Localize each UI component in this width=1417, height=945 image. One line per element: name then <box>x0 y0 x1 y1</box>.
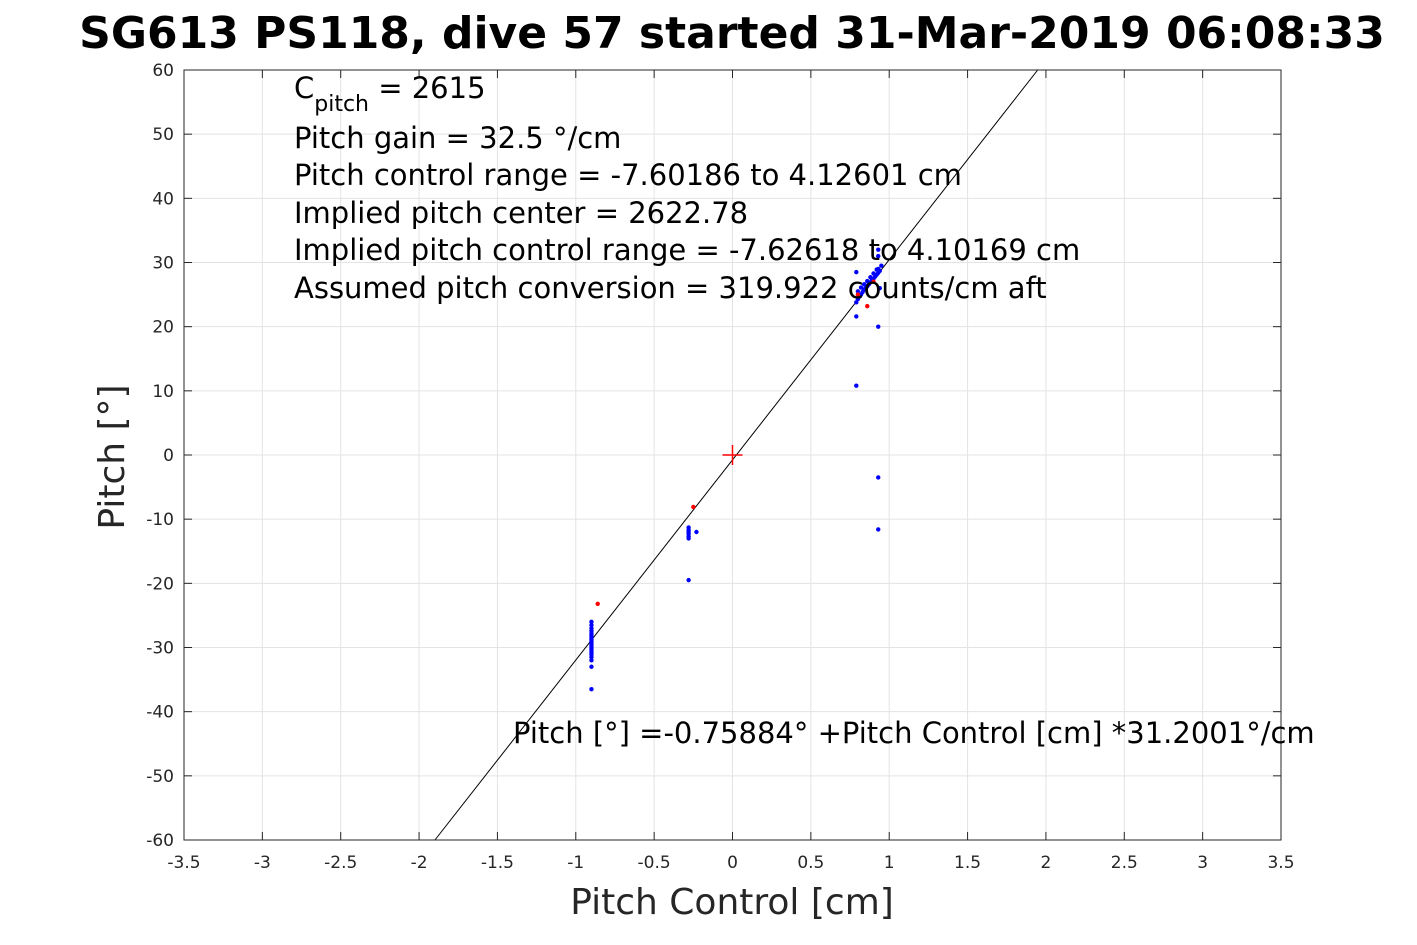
data-point <box>589 654 594 660</box>
data-point <box>879 263 884 268</box>
annotation-conversion: Assumed pitch conversion = 319.922 count… <box>294 271 1047 305</box>
annotation-control-range: Pitch control range = -7.60186 to 4.1260… <box>294 158 962 192</box>
cpitch-base: C <box>294 71 314 105</box>
x-tick-label: 0 <box>727 853 738 873</box>
data-point <box>876 324 881 329</box>
data-point <box>589 687 594 692</box>
annotation-pitch-gain: Pitch gain = 32.5 °/cm <box>294 121 621 155</box>
y-tick-label: 0 <box>163 446 174 466</box>
annotation-implied-center: Implied pitch center = 2622.78 <box>294 196 748 230</box>
data-point <box>686 536 691 541</box>
data-point <box>694 529 699 535</box>
x-tick-label: -2 <box>411 853 428 873</box>
y-tick-label: 10 <box>152 382 174 402</box>
y-tick-label: -20 <box>146 574 174 594</box>
data-point <box>868 275 873 280</box>
chart-title: SG613 PS118, dive 57 started 31-Mar-2019… <box>79 8 1385 59</box>
y-tick-label: 60 <box>152 61 174 81</box>
x-tick-label: -0.5 <box>638 853 671 873</box>
plot-frame <box>183 69 1282 841</box>
data-point <box>871 279 876 284</box>
x-tick-labels: -3.5 -3 -2.5 -2 -1.5 -1 -0.5 0 0.5 1 1.5 2 2.5 3 3.5 <box>167 853 1294 873</box>
data-point <box>589 664 594 669</box>
x-tick-label: 0.5 <box>797 853 824 873</box>
data-point <box>854 383 859 388</box>
cpitch-subscript: pitch <box>314 92 369 117</box>
data-point <box>854 314 859 319</box>
data-point <box>876 253 881 259</box>
data-point <box>876 475 881 480</box>
data-point <box>855 289 861 294</box>
y-tick-label: -60 <box>146 831 174 851</box>
y-tick-label: -30 <box>146 639 174 659</box>
y-tick-label: 20 <box>152 318 174 338</box>
data-point <box>686 577 691 583</box>
cpitch-value: = 2615 <box>369 71 486 105</box>
y-tick-labels: -60 -50 -40 -30 -20 -10 0 10 20 30 40 50 60 <box>146 61 174 851</box>
x-tick-label: 2.5 <box>1111 853 1138 873</box>
x-tick-label: -3 <box>254 853 271 873</box>
annotation-fit-equation: Pitch [°] =-0.75884° +Pitch Control [cm]… <box>513 716 1315 750</box>
x-tick-label: -1 <box>567 853 584 873</box>
x-tick-label: -2.5 <box>324 853 357 873</box>
data-point <box>861 282 867 287</box>
data-point <box>876 527 881 532</box>
y-tick-label: -10 <box>146 510 174 530</box>
x-tick-label: 1.5 <box>954 853 981 873</box>
y-tick-label: -40 <box>146 703 174 723</box>
y-tick-label: -50 <box>146 767 174 787</box>
center-marker <box>722 445 743 465</box>
annotation-implied-range: Implied pitch control range = -7.62618 t… <box>294 233 1080 267</box>
x-tick-label: 2 <box>1041 853 1052 873</box>
x-tick-label: -3.5 <box>167 853 200 873</box>
x-tick-label: 3 <box>1197 853 1208 873</box>
data-point <box>589 658 594 663</box>
y-tick-label: 40 <box>152 189 174 209</box>
data-point <box>595 601 600 607</box>
x-tick-label: -1.5 <box>481 853 514 873</box>
x-tick-label: 1 <box>884 853 895 873</box>
data-point <box>874 267 879 272</box>
data-point <box>871 271 876 276</box>
data-points <box>589 247 884 692</box>
data-point <box>855 292 861 297</box>
data-point <box>589 622 594 628</box>
data-point <box>877 285 883 291</box>
data-point <box>589 619 594 625</box>
x-axis-label: Pitch Control [cm] <box>570 882 894 923</box>
x-tick-label: 3.5 <box>1267 853 1294 873</box>
data-point <box>865 303 870 309</box>
data-point <box>876 247 881 252</box>
data-point <box>854 269 859 275</box>
y-tick-label: 50 <box>152 125 174 145</box>
data-point <box>858 285 864 290</box>
y-axis-label: Pitch [°] <box>92 384 133 529</box>
data-point <box>691 504 696 510</box>
data-point <box>865 278 870 284</box>
annotation-cpitch: Cpitch = 2615 <box>294 71 486 117</box>
y-tick-label: 30 <box>152 254 174 274</box>
